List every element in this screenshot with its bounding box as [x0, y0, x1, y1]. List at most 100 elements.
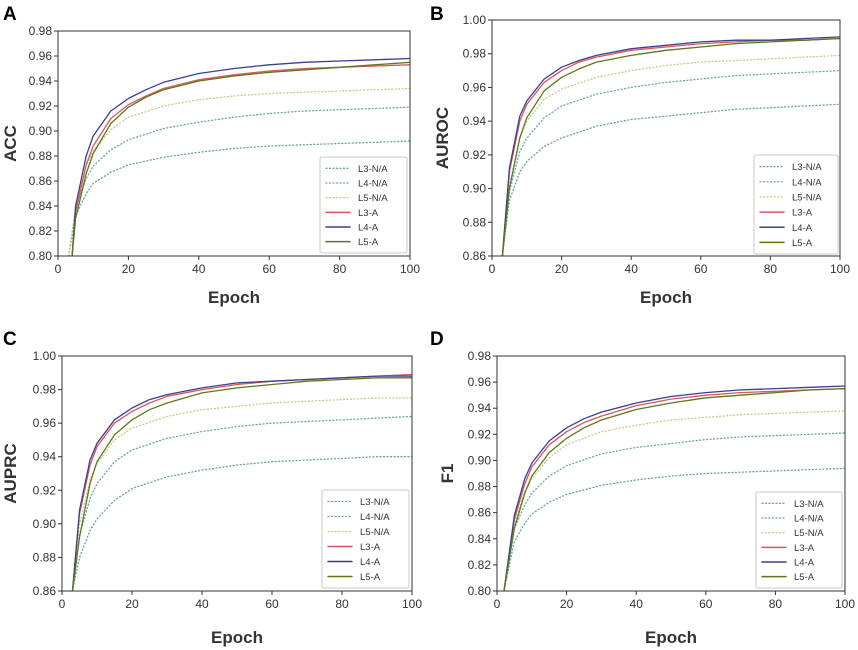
- y-tick-label: 0.90: [29, 124, 53, 138]
- y-tick-label: 0.88: [468, 480, 492, 494]
- y-tick-label: 0.84: [29, 199, 53, 213]
- x-tick-label: 0: [59, 597, 66, 611]
- y-tick-label: 0.88: [29, 149, 53, 163]
- y-axis-label: AUPRC: [1, 443, 20, 503]
- y-tick-label: 0.94: [33, 450, 57, 464]
- plot-frame: [57, 30, 411, 257]
- x-tick-label: 0: [494, 597, 501, 611]
- x-tick-label: 40: [192, 262, 206, 276]
- legend-box: [319, 156, 408, 254]
- series-line-l5-na: [71, 397, 412, 591]
- plot-frame: [61, 355, 413, 592]
- legend-label: L4-N/A: [360, 512, 390, 523]
- series-line-l5-a: [71, 61, 410, 256]
- plot-frame: [496, 355, 846, 592]
- x-axis-label: Epoch: [645, 628, 697, 647]
- x-tick-label: 100: [830, 262, 850, 276]
- series-line-l3-na: [501, 103, 840, 256]
- y-tick-label: 0.92: [468, 427, 492, 441]
- y-tick-label: 0.98: [463, 47, 487, 61]
- plot-frame: [491, 19, 841, 257]
- y-tick-label: 0.92: [29, 99, 53, 113]
- legend-label: L5-A: [360, 572, 381, 583]
- y-tick-label: 0.90: [33, 517, 57, 531]
- legend-box: [755, 491, 843, 589]
- legend-label: L4-A: [794, 558, 815, 569]
- y-tick-label: 0.94: [29, 74, 53, 88]
- series-line-l4-na: [67, 106, 410, 256]
- x-tick-label: 60: [694, 262, 708, 276]
- legend: L3-N/A L4-N/A L5-N/A L3-A L4-A L5-A: [319, 156, 408, 254]
- series-line-l4-a: [71, 57, 410, 256]
- x-tick-label: 0: [55, 262, 62, 276]
- y-tick-label: 0.98: [29, 24, 53, 38]
- series-line-l5-na: [503, 410, 845, 591]
- legend-label: L3-A: [360, 542, 381, 553]
- series-group: [501, 36, 840, 256]
- x-tick-label: 80: [333, 262, 347, 276]
- y-tick-label: 0.96: [29, 49, 53, 63]
- y-tick-label: 0.98: [468, 349, 492, 363]
- x-axis-label: Epoch: [208, 288, 260, 307]
- y-tick-label: 0.80: [468, 584, 492, 598]
- panel-b: B 0 20 40 60 80 100 0.86 0.88 0.90 0.92 0.94 0.96 0.9…: [430, 4, 850, 307]
- series-line-l5-a: [501, 37, 840, 256]
- y-tick-label: 0.90: [468, 453, 492, 467]
- y-tick-label: 0.94: [468, 401, 492, 415]
- x-tick-label: 0: [489, 262, 496, 276]
- legend: L3-N/A L4-N/A L5-N/A L3-A L4-A L5-A: [755, 491, 843, 589]
- y-tick-label: 0.96: [468, 375, 492, 389]
- panel-d: D 0 20 40 60 80 100 0.80 0.82 0.84 0.86 0.88 0.90 0.9…: [430, 329, 855, 647]
- legend-label: L5-N/A: [358, 193, 388, 204]
- legend-label: L5-N/A: [792, 192, 822, 203]
- legend: L3-N/A L4-N/A L5-N/A L3-A L4-A L5-A: [753, 154, 839, 255]
- panel-letter: D: [430, 329, 444, 350]
- y-tick-label: 0.82: [468, 558, 492, 572]
- legend-box: [753, 154, 839, 255]
- series-line-l5-a: [503, 387, 845, 591]
- y-tick-label: 0.88: [463, 215, 487, 229]
- x-tick-label: 100: [400, 262, 420, 276]
- x-tick-label: 20: [560, 597, 574, 611]
- y-tick-label: 1.00: [33, 349, 57, 363]
- y-tick-label: 0.86: [29, 174, 53, 188]
- y-tick-label: 0.92: [463, 148, 487, 162]
- y-tick-label: 0.88: [33, 550, 57, 564]
- y-tick-label: 0.94: [463, 114, 487, 128]
- y-tick-label: 0.90: [463, 182, 487, 196]
- series-line-l5-a: [71, 377, 412, 591]
- series-group: [71, 373, 412, 591]
- x-axis-label: Epoch: [211, 628, 263, 647]
- series-line-l4-a: [501, 36, 840, 256]
- panel-letter: B: [430, 4, 444, 25]
- x-tick-label: 100: [835, 597, 855, 611]
- series-line-l3-na: [67, 140, 410, 256]
- y-tick-label: 0.92: [33, 483, 57, 497]
- legend-label: L4-N/A: [792, 177, 822, 188]
- x-tick-label: 80: [335, 597, 349, 611]
- y-axis-label: AUROC: [433, 107, 452, 169]
- series-group: [503, 385, 845, 591]
- panel-letter: A: [3, 4, 17, 25]
- y-axis-label: F1: [438, 464, 457, 484]
- y-tick-label: 0.86: [463, 249, 487, 263]
- y-tick-label: 1.00: [463, 13, 487, 27]
- x-tick-label: 20: [122, 262, 136, 276]
- series-line-l4-na: [501, 69, 840, 256]
- y-tick-label: 0.98: [33, 383, 57, 397]
- panel-letter: C: [3, 329, 17, 350]
- legend-label: L4-A: [792, 223, 813, 234]
- x-tick-label: 80: [764, 262, 778, 276]
- y-tick-label: 0.82: [29, 224, 53, 238]
- x-axis-label: Epoch: [640, 288, 692, 307]
- series-line-l4-na: [71, 415, 412, 591]
- y-tick-label: 0.96: [33, 416, 57, 430]
- legend-label: L5-A: [792, 238, 813, 249]
- x-tick-label: 20: [125, 597, 139, 611]
- x-tick-label: 40: [625, 262, 639, 276]
- series-line-l4-a: [503, 385, 845, 591]
- legend-label: L3-N/A: [792, 162, 822, 173]
- legend-label: L3-N/A: [794, 499, 824, 510]
- legend-label: L5-N/A: [360, 527, 390, 538]
- legend-label: L5-A: [794, 572, 815, 583]
